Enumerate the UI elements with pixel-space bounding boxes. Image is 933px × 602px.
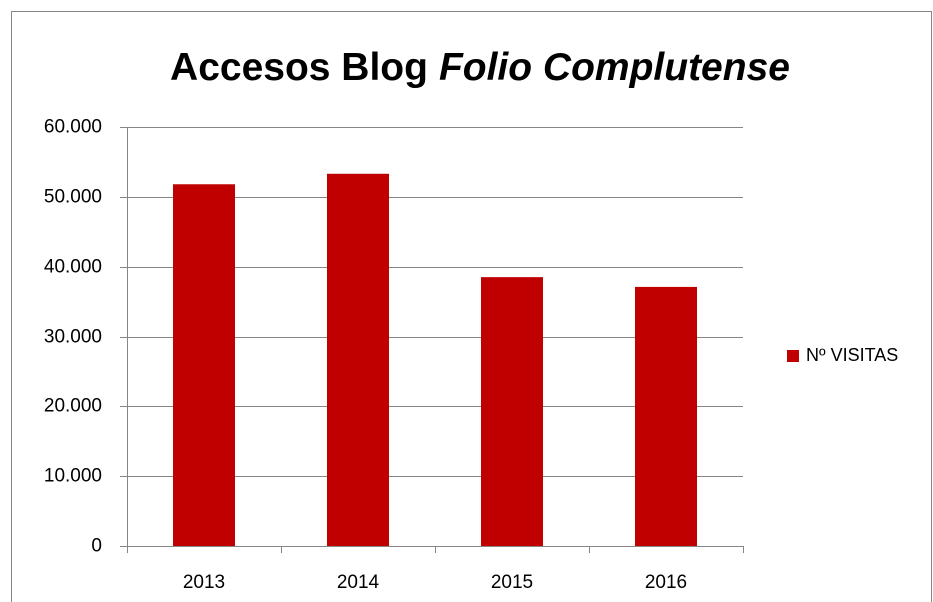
bar	[173, 184, 235, 546]
legend-label: Nº VISITAS	[806, 345, 898, 365]
y-tick-label: 30.000	[44, 327, 102, 348]
bar	[635, 286, 697, 546]
chart-title-part: Folio Complutense	[439, 46, 790, 89]
x-tick-label: 2015	[491, 572, 533, 593]
y-tick-label: 60.000	[44, 117, 102, 138]
x-tick-label: 2016	[645, 572, 687, 593]
bar	[327, 173, 389, 546]
chart-title-part: Accesos Blog	[170, 46, 428, 89]
y-tick-label: 20.000	[44, 396, 102, 417]
chart-frame	[11, 11, 932, 602]
bar	[481, 277, 543, 546]
x-tick-label: 2014	[337, 572, 380, 593]
y-tick-label: 50.000	[44, 187, 102, 208]
legend-swatch	[787, 350, 799, 362]
y-tick-label: 10.000	[44, 466, 102, 487]
y-tick-label: 0	[91, 536, 102, 557]
x-tick-label: 2013	[183, 572, 225, 593]
chart-title: Accesos Blog Folio Complutense	[170, 46, 790, 89]
y-tick-label: 40.000	[44, 257, 102, 278]
